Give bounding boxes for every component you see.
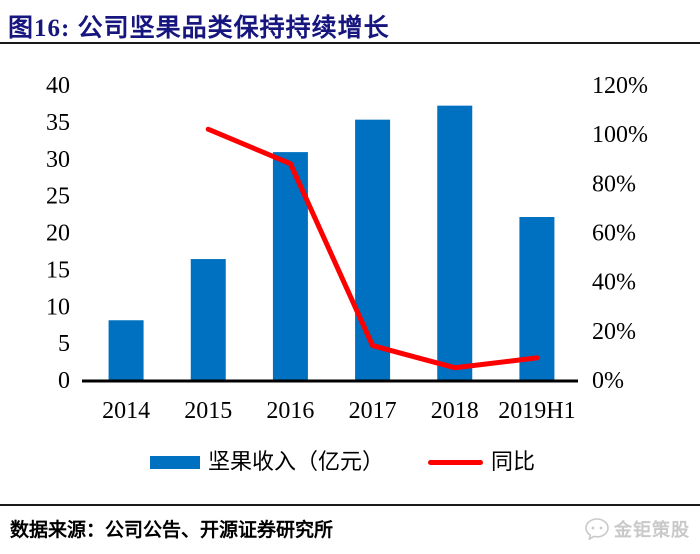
y2-axis-tick-0: 0%	[592, 368, 624, 394]
title-divider	[0, 42, 700, 44]
bar-2014	[108, 320, 144, 380]
bar-2017	[355, 119, 391, 380]
brand-watermark-text: 金钜策股	[614, 520, 690, 540]
figure-title: 图16: 公司坚果品类保持持续增长	[8, 15, 390, 42]
y2-axis-tick-40: 40%	[592, 270, 636, 296]
y2-axis-tick-120: 120%	[592, 73, 648, 99]
y2-axis-tick-80: 80%	[592, 171, 636, 197]
chat-bubble-icon	[585, 518, 609, 540]
line-legend-swatch	[428, 459, 484, 465]
combo-chart: 0 5 10 15 20 25 30 35 40 0% 20% 40% 60% 80% 100% 120% 20…	[46, 73, 648, 424]
y2-axis-tick-60: 60%	[592, 221, 636, 247]
y-axis-tick-10: 10	[46, 294, 70, 320]
x-axis-label-2019H1: 2019H1	[498, 398, 575, 424]
bar-2018	[437, 105, 473, 381]
y-axis-tick-20: 20	[46, 221, 70, 247]
bar-legend-label: 坚果收入（亿元）	[208, 449, 385, 474]
x-axis-label-2017: 2017	[349, 398, 397, 424]
x-axis-label-2016: 2016	[266, 398, 314, 424]
y2-axis-tick-100: 100%	[592, 122, 648, 148]
y-axis-tick-15: 15	[46, 257, 70, 283]
x-axis-label-2014: 2014	[102, 398, 150, 424]
source-note: 数据来源：公司公告、开源证券研究所 金钜策股	[0, 504, 700, 554]
bar-2019H1	[519, 217, 555, 380]
bar-2015	[190, 259, 226, 380]
x-axis-label-2018: 2018	[431, 398, 479, 424]
y-axis-tick-35: 35	[46, 110, 70, 136]
y-axis-tick-40: 40	[46, 73, 70, 99]
growth-line	[205, 126, 540, 371]
x-axis-label-2015: 2015	[184, 398, 232, 424]
y2-axis-tick-20: 20%	[592, 319, 636, 345]
source-text: 数据来源：公司公告、开源证券研究所	[10, 520, 334, 541]
y-axis-tick-30: 30	[46, 147, 70, 173]
y-axis-tick-25: 25	[46, 184, 70, 210]
bar-legend-swatch	[150, 455, 200, 469]
line-legend-label: 同比	[491, 449, 536, 474]
y-axis-tick-5: 5	[58, 331, 70, 357]
y-axis-tick-0: 0	[58, 368, 70, 394]
chart-legend: 坚果收入（亿元） 同比	[150, 449, 535, 475]
brand-watermark: 金钜策股	[585, 516, 690, 542]
